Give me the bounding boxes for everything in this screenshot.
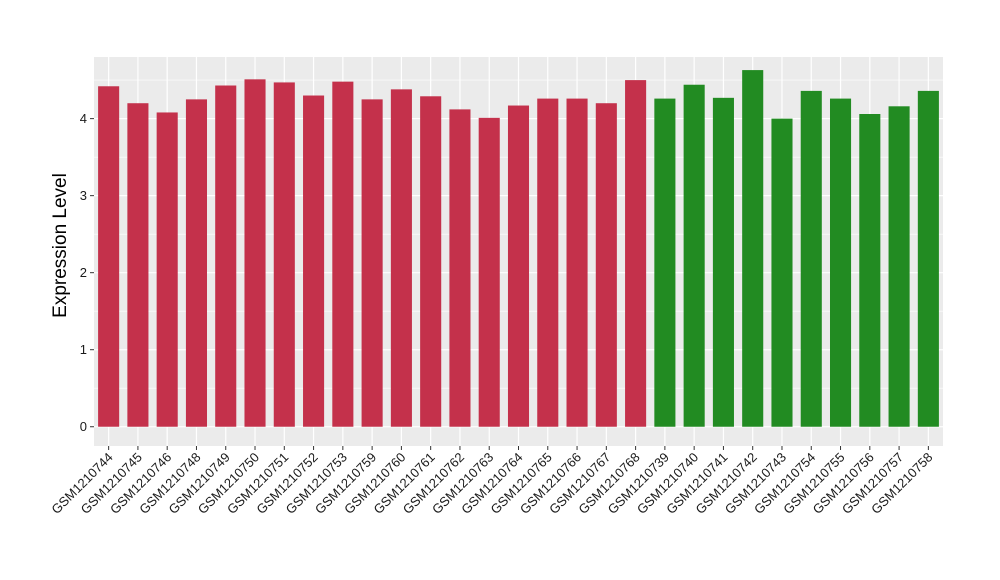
bar <box>917 90 939 427</box>
bar <box>303 95 325 427</box>
bar <box>332 81 354 427</box>
bar <box>566 98 588 427</box>
bars <box>98 70 939 427</box>
bar <box>771 118 793 427</box>
bar <box>888 106 910 427</box>
bar <box>595 103 617 427</box>
bar <box>625 80 647 427</box>
y-axis-title: Expression Level <box>50 173 71 318</box>
bar <box>244 79 266 427</box>
bar <box>800 90 822 427</box>
y-tick-label: 0 <box>80 419 87 434</box>
bar <box>478 117 500 427</box>
bar <box>449 109 471 427</box>
bar <box>420 96 442 427</box>
bar <box>156 112 178 427</box>
bar <box>507 105 530 427</box>
bar <box>654 98 676 427</box>
bar <box>829 98 852 427</box>
bar <box>683 84 705 427</box>
x-axis: GSM1210744GSM1210745GSM1210746GSM1210748… <box>48 446 935 517</box>
y-tick-label: 3 <box>80 188 87 203</box>
y-tick-label: 4 <box>80 111 87 126</box>
bar <box>215 85 237 427</box>
bar <box>361 99 383 427</box>
y-tick-label: 2 <box>80 265 87 280</box>
bar <box>98 86 120 427</box>
bar <box>185 99 208 427</box>
bar <box>537 98 559 427</box>
bar <box>742 70 764 427</box>
bar <box>273 82 295 427</box>
bar <box>390 89 412 427</box>
bar <box>712 97 734 427</box>
y-tick-label: 1 <box>80 342 87 357</box>
bar <box>127 103 149 427</box>
bar <box>859 114 881 427</box>
y-axis: 0 1 2 3 4 <box>80 111 94 434</box>
